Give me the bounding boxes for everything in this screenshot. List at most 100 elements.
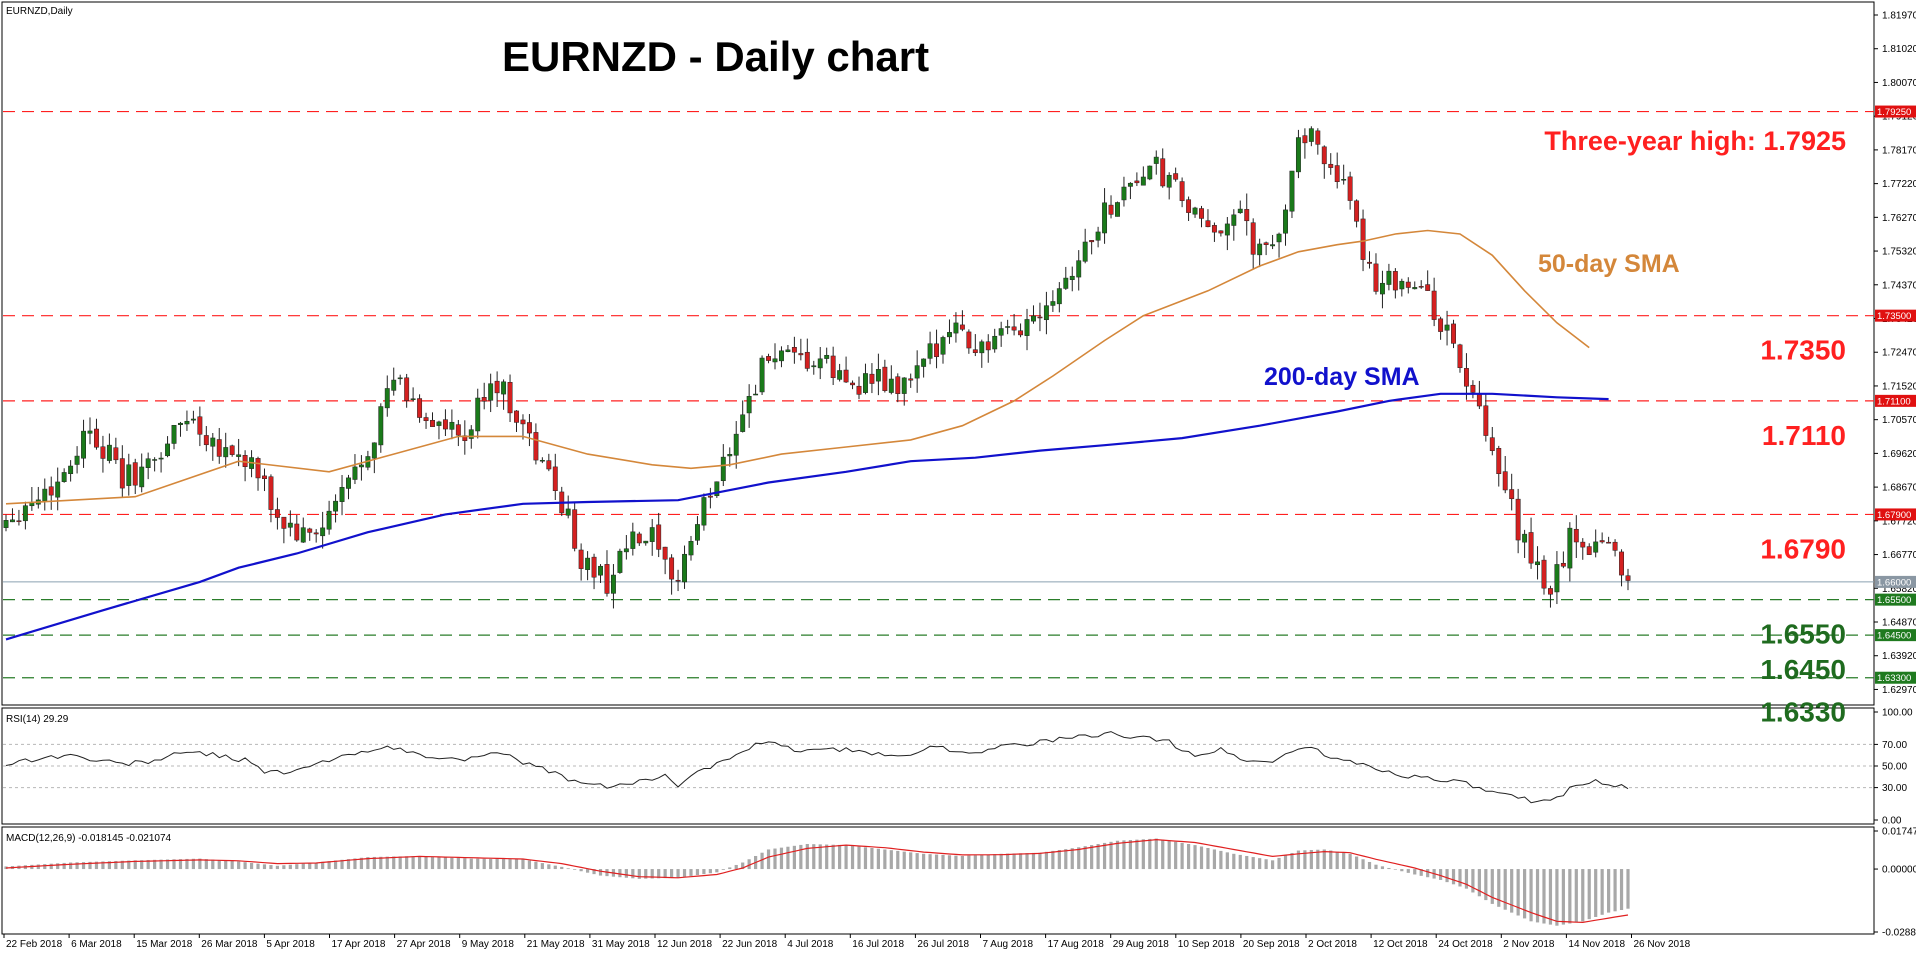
macd-histogram-bar <box>1296 850 1301 870</box>
macd-histogram-bar <box>437 856 441 870</box>
time-tick-label: 5 Apr 2018 <box>266 939 315 950</box>
macd-histogram-bar <box>314 862 318 870</box>
macd-histogram-bar <box>340 859 344 870</box>
candle-body <box>1186 199 1192 213</box>
time-tick-label: 26 Nov 2018 <box>1634 939 1691 950</box>
candle-body <box>404 377 410 401</box>
macd-histogram-bar <box>178 859 183 870</box>
macd-histogram-bar <box>631 869 635 879</box>
candle-body <box>707 495 713 498</box>
macd-histogram-bar <box>1329 850 1333 870</box>
candle-body <box>1580 541 1586 548</box>
macd-tick-label: -0.028897 <box>1882 928 1916 939</box>
macd-histogram-bar <box>637 869 641 879</box>
candle-body <box>475 397 481 432</box>
candle-body <box>1069 275 1075 280</box>
macd-histogram-bar <box>534 861 538 870</box>
macd-histogram-bar <box>1128 840 1133 870</box>
candle-body <box>281 516 287 529</box>
macd-histogram-bar <box>592 869 596 875</box>
candle-body <box>746 396 752 414</box>
macd-histogram-bar <box>670 869 674 878</box>
macd-histogram-bar <box>392 856 396 870</box>
candle-body <box>171 425 177 444</box>
candle-body <box>352 466 358 480</box>
macd-histogram-bar <box>114 860 118 870</box>
macd-histogram-bar <box>133 860 137 870</box>
macd-histogram-bar <box>359 857 364 870</box>
candle-body <box>546 460 552 470</box>
rsi-tick-label: 30.00 <box>1882 783 1907 794</box>
candle-body <box>585 557 591 570</box>
macd-histogram-bar <box>1406 869 1410 873</box>
macd-histogram-bar <box>922 853 926 870</box>
candle-body <box>604 564 610 594</box>
candle-body <box>1463 368 1469 387</box>
macd-histogram-bar <box>566 868 570 870</box>
candle-body <box>727 454 733 457</box>
candle-body <box>643 540 649 544</box>
macd-histogram-bar <box>747 859 751 870</box>
horizontal-levels <box>3 110 1874 679</box>
macd-histogram-bar <box>482 858 486 870</box>
candle-body <box>255 458 261 479</box>
macd-histogram-bar <box>372 856 376 870</box>
macd-histogram-bar <box>902 851 906 870</box>
macd-histogram-bar <box>204 859 208 870</box>
candle-body <box>798 353 804 356</box>
level-label: 1.7350 <box>1760 335 1846 366</box>
candle-body <box>216 439 222 457</box>
macd-histogram-bar <box>1012 853 1016 870</box>
macd-histogram-bar <box>967 855 971 870</box>
macd-histogram-bar <box>760 852 764 870</box>
candle-body <box>947 332 952 338</box>
macd-histogram-bar <box>1258 858 1262 870</box>
macd-histogram-bar <box>1232 853 1236 870</box>
level-label: 1.7110 <box>1762 420 1846 451</box>
macd-histogram-bar <box>1400 869 1404 872</box>
candle-body <box>1024 319 1030 336</box>
candles <box>3 126 1631 609</box>
macd-histogram-bar <box>831 844 835 870</box>
macd-histogram-bar <box>94 861 99 870</box>
macd-histogram-bar <box>443 857 448 870</box>
candle-body <box>1270 244 1276 247</box>
macd-histogram-bar <box>140 860 144 870</box>
candle-body <box>158 457 164 460</box>
candle-body <box>1405 281 1411 288</box>
candle-body <box>152 459 158 461</box>
candle-body <box>1548 588 1553 595</box>
price-tick-label: 1.67720 <box>1882 516 1916 527</box>
candle-body <box>1334 165 1340 182</box>
time-tick-label: 12 Oct 2018 <box>1373 939 1428 950</box>
macd-histogram-bar <box>262 864 267 870</box>
price-tick-label: 1.81020 <box>1882 44 1916 55</box>
macd-histogram-bar <box>779 847 784 870</box>
candle-body <box>126 464 132 486</box>
candle-body <box>481 397 487 402</box>
candle-body <box>1560 562 1566 567</box>
candle-body <box>888 378 894 393</box>
macd-histogram-bar <box>553 865 557 870</box>
candle-body <box>68 465 74 475</box>
candle-body <box>1554 564 1560 593</box>
candle-body <box>1315 130 1321 145</box>
macd-histogram-bar <box>715 869 719 873</box>
macd-histogram-bar <box>993 854 997 870</box>
macd-histogram-bar <box>1057 849 1061 870</box>
macd-histogram-bar <box>282 865 286 870</box>
candle-body <box>1250 222 1256 255</box>
candle-body <box>1127 182 1133 187</box>
candle-body <box>578 549 584 569</box>
level-label: 1.6550 <box>1760 619 1846 650</box>
candle-body <box>1509 489 1515 500</box>
macd-histogram-bar <box>624 869 628 878</box>
macd-histogram-bar <box>734 864 738 870</box>
candle-body <box>178 422 183 425</box>
macd-histogram-bar <box>1445 869 1449 883</box>
candle-body <box>1173 173 1179 180</box>
macd-histogram-bar <box>928 854 932 870</box>
macd-histogram-bar <box>521 859 525 870</box>
macd-histogram-bar <box>1025 853 1029 870</box>
candle-body <box>1011 326 1017 331</box>
